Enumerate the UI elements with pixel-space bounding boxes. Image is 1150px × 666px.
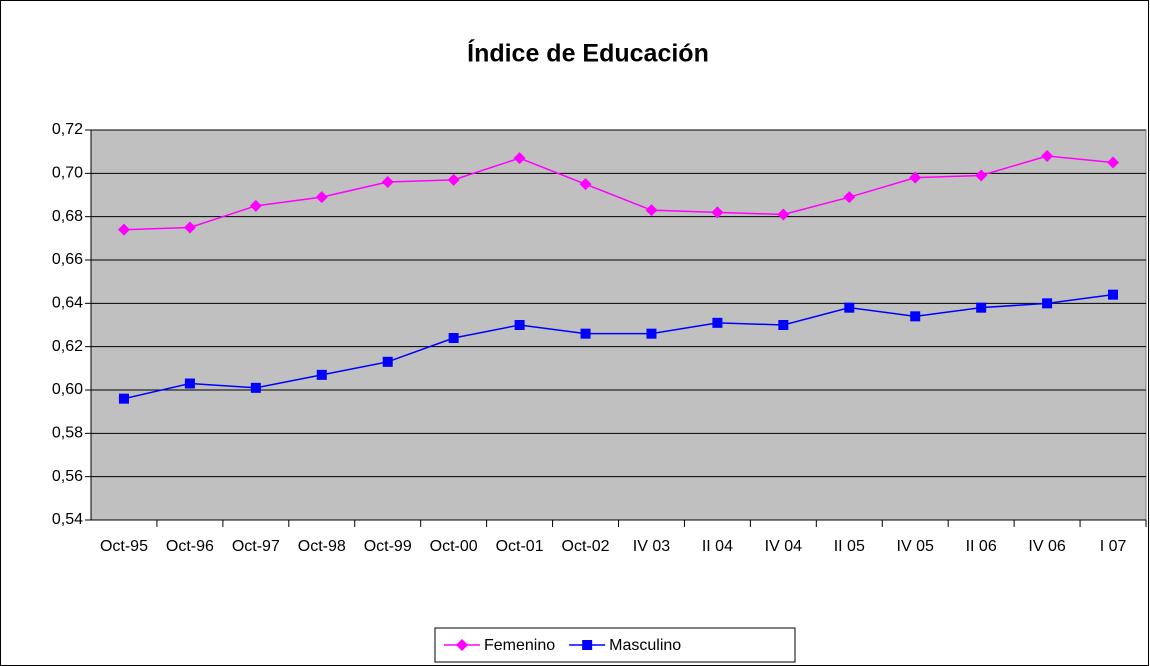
data-point [580,328,591,339]
x-tick-label-box: Oct-95 [99,538,148,555]
data-point [1041,150,1054,162]
data-point [844,302,855,313]
plot-area [90,129,1147,521]
data-point [514,320,525,330]
x-tick-label-box: Oct-01 [495,538,544,555]
data-point [448,333,459,343]
data-point [250,382,261,393]
x-tick-label: II 05 [833,538,865,555]
y-tick-label: 0,66 [52,251,83,268]
x-tick-label-box: Oct-97 [231,538,280,555]
legend-label: Femenino [484,637,555,654]
data-point [249,199,262,212]
x-tick-label-box: II 06 [965,538,997,555]
x-tick-label: IV 06 [1028,538,1066,555]
x-tick-label-box: I 07 [1099,538,1127,555]
y-tick-label: 0,60 [52,381,83,398]
x-tick-label: Oct-00 [429,538,478,555]
x-tick-label: Oct-01 [495,538,544,555]
data-point [183,221,196,234]
legend-label: Masculino [609,637,681,654]
data-point [843,191,856,204]
data-point [579,178,592,191]
data-point [1108,289,1119,300]
x-tick-label: Oct-02 [561,538,610,555]
data-point [1107,156,1120,169]
legend [434,627,796,663]
y-tick-label: 0,54 [52,511,83,528]
data-point [184,378,195,389]
data-point [382,356,393,367]
series-line [123,293,1114,400]
x-tick-label: Oct-97 [231,538,280,555]
data-point [117,223,130,236]
y-tick-label: 0,68 [52,208,83,225]
x-tick-label: I 07 [1099,538,1127,555]
data-point [712,317,723,328]
data-point [909,171,922,184]
x-tick-label: II 04 [701,538,733,555]
x-tick-label: Oct-98 [297,538,346,555]
x-tick-label-box: II 04 [701,538,733,555]
x-tick-label: Oct-95 [99,538,148,555]
data-point [118,393,129,404]
data-point [513,152,526,165]
x-tick-label-box: IV 04 [764,538,803,555]
data-point [711,206,724,219]
x-tick-label: Oct-99 [363,538,412,555]
y-tick-label: 0,56 [52,468,83,485]
x-tick-label-box: IV 05 [896,538,934,555]
y-tick-label: 0,58 [52,425,83,442]
data-point [381,176,394,188]
chart-title: Índice de Educación [467,39,709,68]
data-point [778,320,789,330]
x-tick-label: II 06 [965,538,997,555]
x-tick-label-box: Oct-98 [297,538,346,555]
x-tick-label-box: Oct-96 [165,538,214,555]
x-tick-label-box: IV 06 [1028,538,1066,555]
data-point [645,204,658,217]
x-tick-label-box: IV 03 [632,538,671,555]
y-tick-label: 0,64 [52,295,83,312]
data-point [777,208,790,221]
data-point [976,302,987,313]
x-tick-label: IV 04 [764,538,803,555]
legend-marker [456,639,468,651]
x-tick-label-box: Oct-99 [363,538,412,555]
x-tick-label: IV 03 [632,538,671,555]
x-tick-label-box: II 05 [833,538,865,555]
data-point [447,173,460,186]
data-point [646,328,657,339]
y-tick-label: 0,72 [52,121,83,138]
data-point [315,191,328,204]
series-line [123,155,1114,231]
data-point [316,369,327,380]
x-tick-label: Oct-96 [165,538,214,555]
x-tick-label: IV 05 [896,538,934,555]
data-point [1042,298,1053,309]
y-tick-label: 0,62 [52,338,83,355]
x-tick-label-box: Oct-02 [561,538,610,555]
data-point [975,169,988,182]
y-tick-label: 0,70 [52,165,83,182]
legend-marker [582,640,593,650]
data-point [910,311,921,322]
x-tick-label-box: Oct-00 [429,538,478,555]
